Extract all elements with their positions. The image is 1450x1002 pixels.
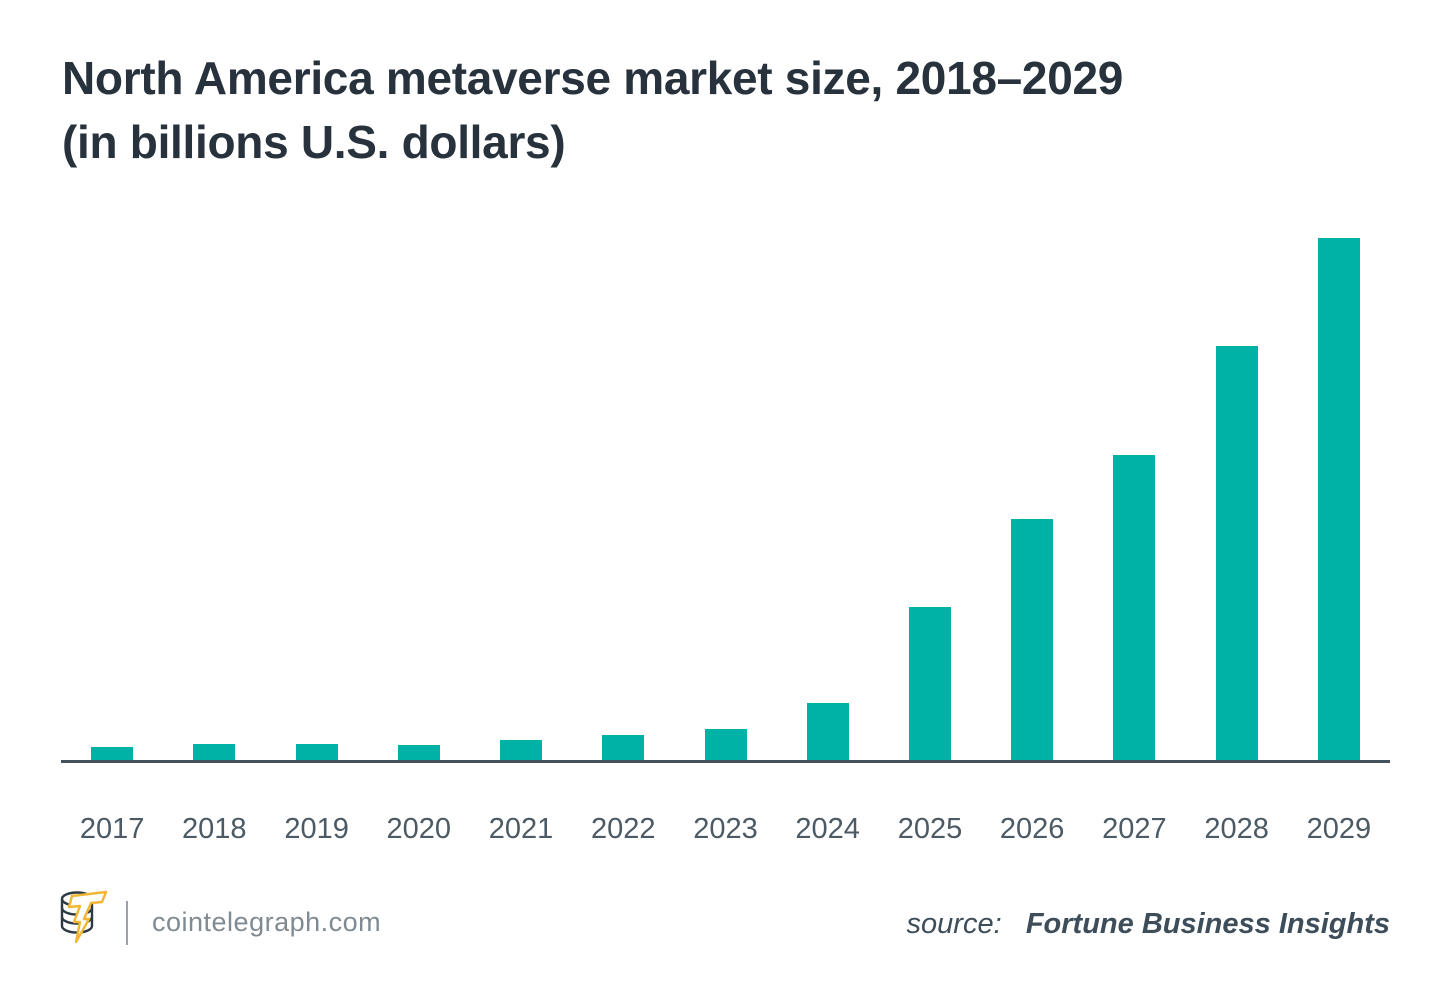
bar-2018 — [193, 744, 236, 762]
x-axis-label-2019: 2019 — [284, 813, 349, 845]
bar-2028 — [1215, 346, 1258, 762]
x-axis-label-2029: 2029 — [1306, 813, 1372, 845]
x-axis-labels: 2017 2018 2019 2020 2021 2022 2023 2024 2025 2026… — [61, 812, 1390, 848]
x-axis-label-2020: 2020 — [386, 813, 452, 845]
bar-2023 — [704, 729, 747, 762]
bar-2019 — [295, 744, 338, 762]
chart-title-line2: (in billions U.S. dollars) — [62, 116, 566, 168]
x-axis-label-2025: 2025 — [897, 813, 963, 845]
lightning-bolt-icon — [67, 890, 108, 944]
x-axis-label-2018: 2018 — [182, 813, 247, 845]
bar-2026 — [1011, 519, 1054, 762]
x-axis-label-2027: 2027 — [1102, 813, 1167, 845]
x-axis-line — [61, 760, 1390, 763]
chart-title: North America metaverse market size, 201… — [62, 46, 1123, 174]
x-axis-label-2021: 2021 — [488, 813, 554, 845]
bar-2027 — [1113, 455, 1156, 762]
x-axis-label-2023: 2023 — [693, 813, 758, 845]
metaverse-market-bar-chart — [61, 217, 1390, 762]
chart-title-line1: North America metaverse market size, 201… — [62, 52, 1124, 104]
bar-2029 — [1317, 238, 1360, 762]
x-axis-label-2017: 2017 — [79, 813, 145, 845]
bar-2025 — [909, 607, 951, 762]
footer-divider — [126, 901, 128, 945]
x-axis-label-2024: 2024 — [795, 813, 860, 845]
source-name: Fortune Business Insights — [1025, 908, 1390, 940]
cointelegraph-logo-icon — [60, 890, 108, 944]
brand-url: cointelegraph.com — [152, 907, 382, 937]
bar-2021 — [500, 740, 542, 762]
bar-2017 — [91, 747, 134, 762]
bar-2024 — [806, 703, 849, 762]
source-label: source: — [906, 908, 1002, 940]
bar-2022 — [602, 735, 645, 762]
x-axis-label-2026: 2026 — [999, 813, 1065, 845]
x-axis-label-2022: 2022 — [591, 813, 656, 845]
source-attribution: source: Fortune Business Insights — [907, 906, 1390, 942]
x-axis-label-2028: 2028 — [1204, 813, 1269, 845]
bar-2020 — [397, 745, 440, 762]
